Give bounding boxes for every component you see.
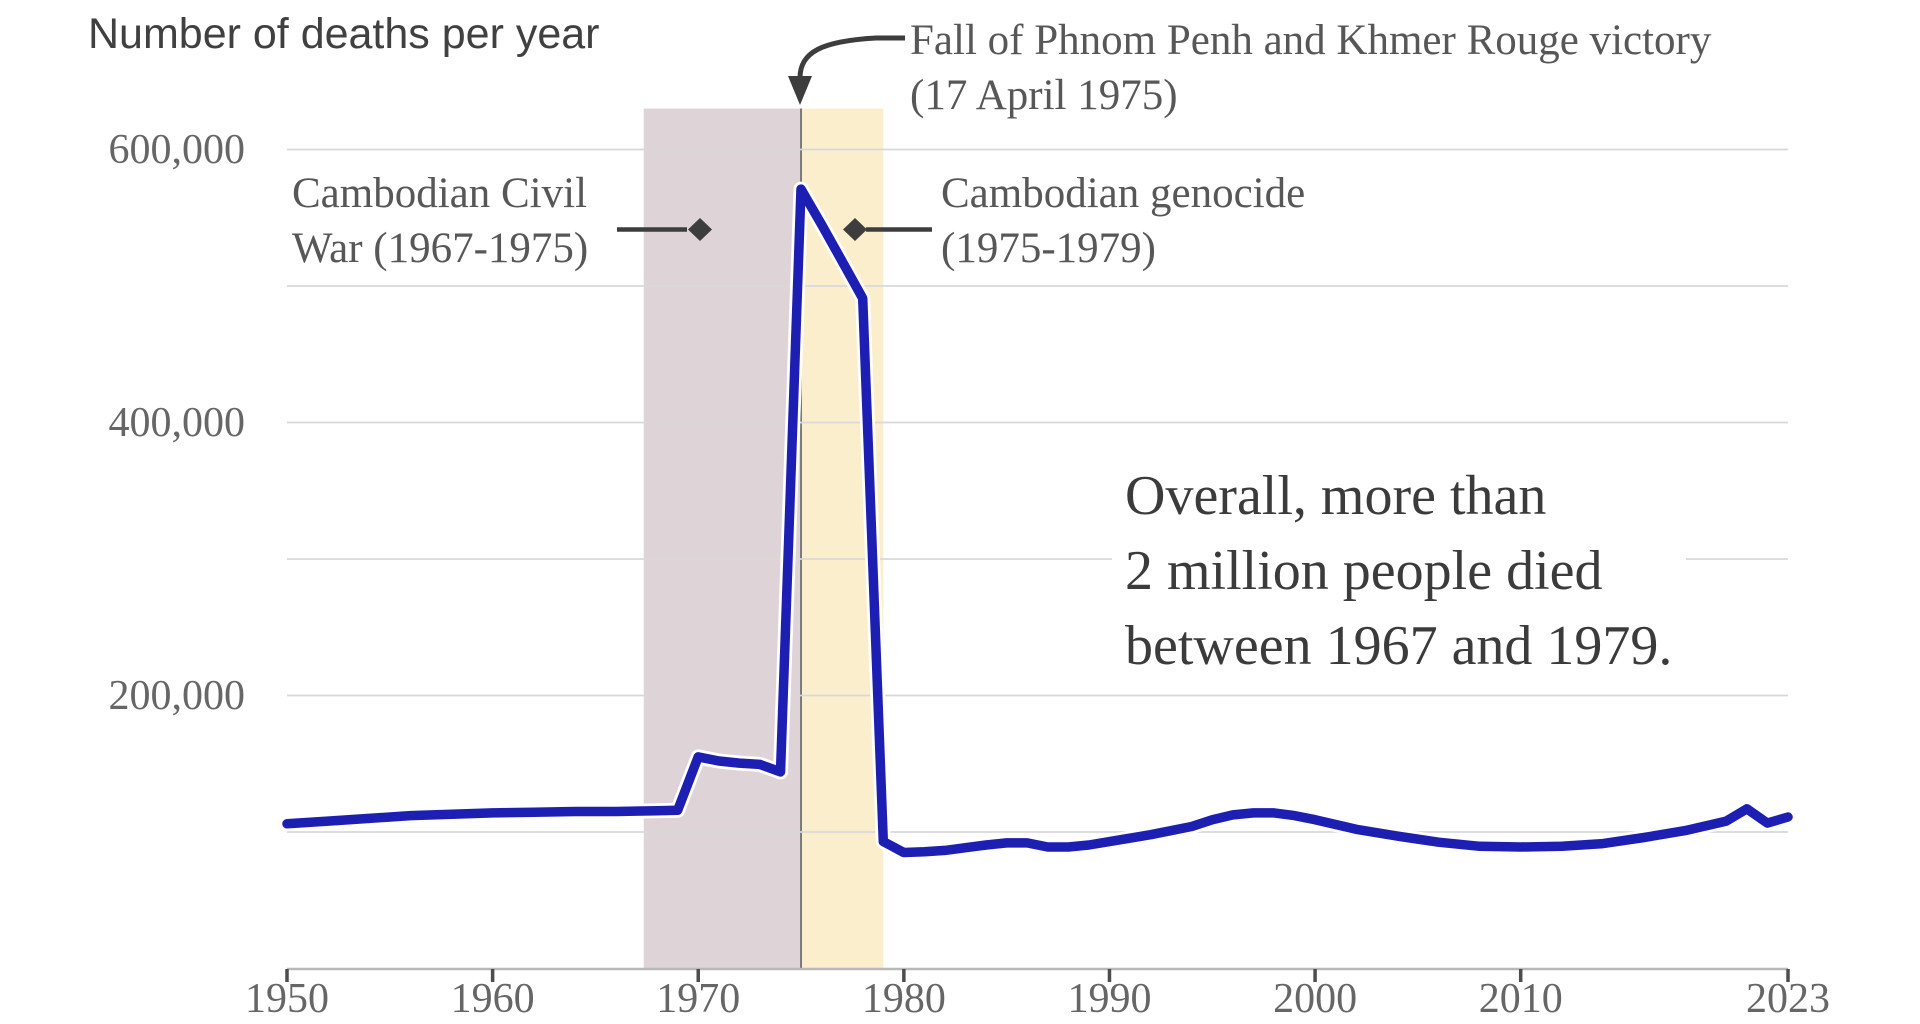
civil-war-arrow-diamond	[688, 218, 712, 241]
civil-war-annotation: Cambodian Civil War (1967-1975)	[292, 166, 588, 276]
summary-caption-line2: 2 million people died	[1125, 540, 1603, 602]
deaths-line[interactable]	[282, 184, 1793, 858]
x-axis-label: 2010	[1478, 976, 1563, 1022]
genocide-arrow	[843, 218, 932, 241]
y-axis-label: 400,000	[108, 399, 246, 446]
civil-war-band	[643, 108, 802, 969]
x-axis-label: 1980	[861, 976, 946, 1022]
x-axis-label: 2023	[1746, 976, 1830, 1022]
x-axis-label: 1990	[1067, 976, 1152, 1022]
fall-annotation-line2: (17 April 1975)	[910, 72, 1178, 119]
fall-of-phnom-penh-annotation: Fall of Phnom Penh and Khmer Rouge victo…	[910, 13, 1711, 123]
x-axis-label: 2000	[1273, 976, 1358, 1022]
chart-title: Number of deaths per year	[88, 10, 600, 58]
summary-caption-line1: Overall, more than	[1125, 465, 1547, 527]
civil-war-arrow	[617, 218, 712, 241]
x-axis-label: 1970	[656, 976, 741, 1022]
genocide-annotation-line2: (1975-1979)	[941, 225, 1156, 272]
genocide-arrow-diamond	[843, 218, 867, 241]
genocide-annotation-line1: Cambodian genocide	[941, 170, 1306, 217]
genocide-annotation: Cambodian genocide (1975-1979)	[941, 166, 1305, 276]
fall-annotation-line1: Fall of Phnom Penh and Khmer Rouge victo…	[910, 17, 1712, 64]
y-axis-label: 200,000	[108, 672, 246, 719]
summary-caption: Overall, more than 2 million people died…	[1112, 457, 1687, 686]
civil-war-annotation-line2: War (1967-1975)	[292, 225, 589, 272]
fall-arrowhead	[788, 76, 812, 105]
x-axis-label: 1950	[245, 976, 329, 1022]
civil-war-annotation-line1: Cambodian Civil	[292, 170, 588, 217]
y-axis-label: 600,000	[108, 126, 246, 173]
x-axis-label: 1960	[450, 976, 535, 1022]
summary-caption-line3: between 1967 and 1979.	[1125, 615, 1673, 677]
annotation-arrows	[617, 35, 932, 241]
fall-arrow	[788, 35, 905, 105]
